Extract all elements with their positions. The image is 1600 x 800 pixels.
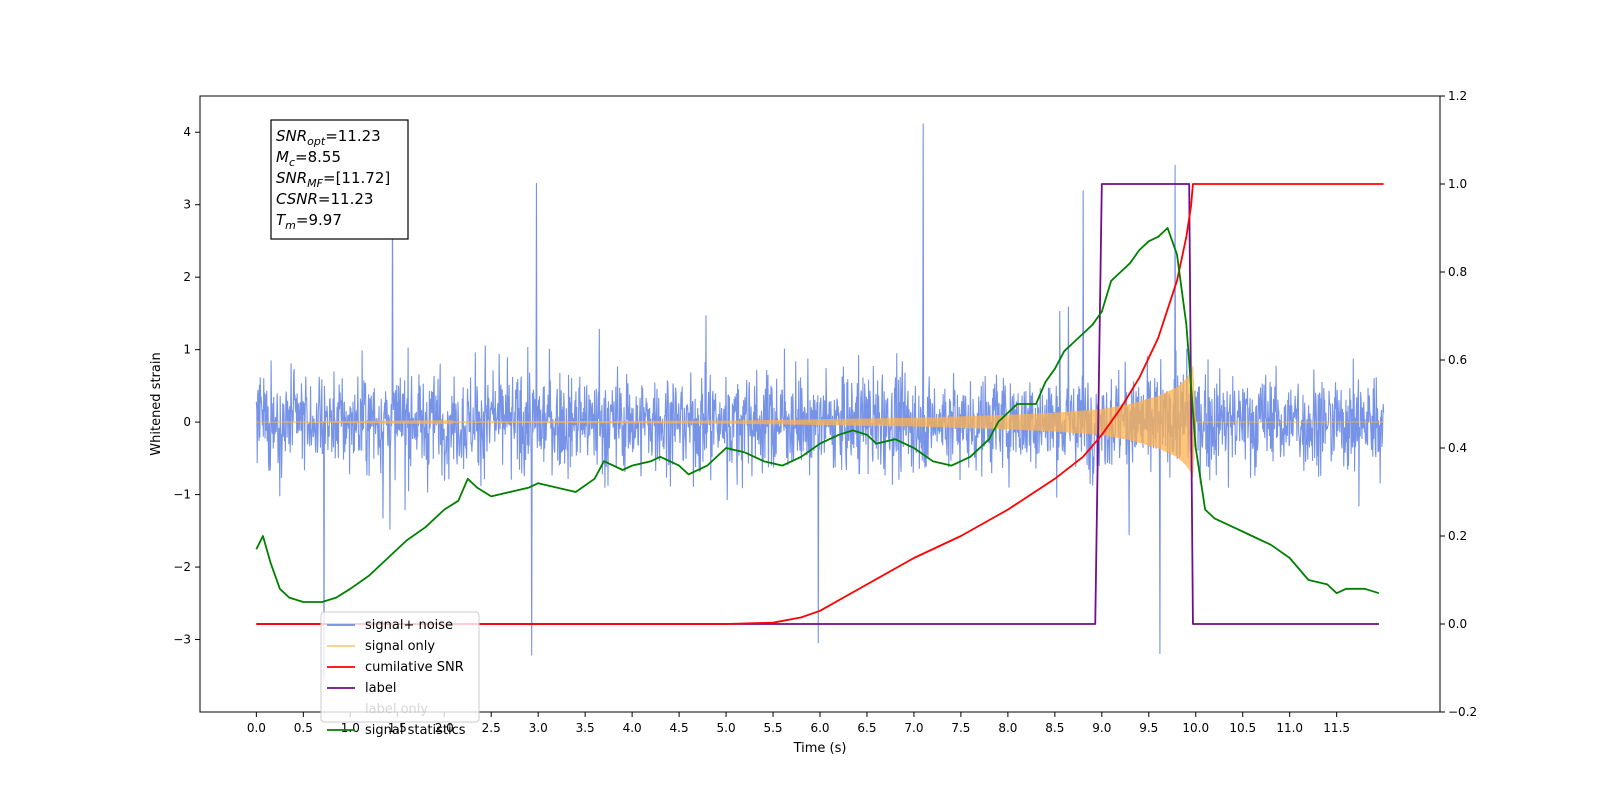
annotation-value: =9.97 (296, 211, 342, 229)
x-tick-label: 8.5 (1045, 721, 1064, 735)
x-tick-label: 5.5 (763, 721, 782, 735)
y-right-tick-label: −0.2 (1448, 705, 1477, 719)
legend-label: cumilative SNR (365, 660, 464, 675)
annotation-symbol: T (276, 211, 287, 229)
cumulative-snr-line (256, 183, 1384, 625)
legend-label: label (365, 681, 396, 696)
legend-label: label only (365, 702, 428, 717)
annotation-symbol: M (276, 148, 289, 166)
x-tick-label: 10.5 (1229, 721, 1256, 735)
x-tick-label: 11.5 (1323, 721, 1350, 735)
legend-frame (320, 611, 480, 723)
y-right-tick-label: 0.0 (1448, 617, 1467, 631)
annotation-line: SNRopt=11.23 (276, 127, 381, 148)
stats-annotation: SNRopt=11.23Mc=8.55SNRMF=[11.72]CSNR=11.… (270, 119, 409, 240)
y-axis-left: −3 −2 −1 0 1 2 3 4 (173, 125, 200, 647)
x-tick-label: 8.0 (998, 721, 1017, 735)
signal-statistics-line (255, 227, 1380, 603)
x-tick-label: 6.0 (810, 721, 829, 735)
x-tick-label: 10.0 (1182, 721, 1209, 735)
y-left-tick-label: −3 (173, 633, 191, 647)
y-right-tick-label: 0.4 (1448, 441, 1467, 455)
legend: signal+ noise signal only cumilative SNR la… (320, 611, 480, 738)
x-tick-label: 7.0 (904, 721, 923, 735)
x-tick-label: 4.5 (670, 721, 689, 735)
x-tick-label: 9.0 (1092, 721, 1111, 735)
x-tick-label: 11.0 (1276, 721, 1303, 735)
annotation-subscript: opt (307, 135, 326, 148)
signal-only-line (256, 365, 1384, 478)
y-left-tick-label: 0 (183, 415, 191, 429)
annotation-frame (270, 119, 409, 240)
x-tick-label: 3.5 (576, 721, 595, 735)
y-axis-label: Whitened strain (149, 352, 164, 455)
x-tick-label: 5.0 (717, 721, 736, 735)
annotation-value: =[11.72] (323, 169, 390, 187)
x-tick-label: 3.0 (529, 721, 548, 735)
annotation-symbol: CSNR (276, 190, 318, 208)
annotation-value: =11.23 (318, 190, 374, 208)
legend-label: signal+ noise (365, 618, 453, 633)
x-tick-label: 1.0 (341, 721, 360, 735)
y-right-tick-label: 0.8 (1448, 265, 1467, 279)
y-axis-right: −0.2 0.0 0.2 0.4 0.6 0.8 1.0 1.2 (1440, 89, 1477, 719)
annotation-line: Mc=8.55 (276, 148, 341, 169)
y-left-tick-label: 4 (183, 125, 191, 139)
annotation-symbol: SNR (276, 169, 307, 187)
annotation-value: =11.23 (325, 127, 381, 145)
legend-label: signal only (365, 639, 435, 654)
annotation-value: =8.55 (295, 148, 341, 166)
annotation-subscript: m (285, 219, 296, 232)
x-axis: 0.0 0.5 1.0 1.5 2.0 2.5 3.0 3.5 4.0 4.5 5.0 5.5 6.0 6… (247, 712, 1350, 735)
y-right-tick-label: 0.2 (1448, 529, 1467, 543)
y-right-tick-label: 1.0 (1448, 177, 1467, 191)
annotation-subscript: MF (307, 177, 323, 190)
y-left-tick-label: 3 (183, 198, 191, 212)
x-tick-label: 9.5 (1139, 721, 1158, 735)
x-tick-label: 2.0 (435, 721, 454, 735)
x-tick-label: 6.5 (857, 721, 876, 735)
y-left-tick-label: −2 (173, 560, 191, 574)
label-line (256, 183, 1379, 625)
y-right-tick-label: 1.2 (1448, 89, 1467, 103)
x-axis-label: Time (s) (793, 741, 847, 756)
y-left-tick-label: −1 (173, 488, 191, 502)
x-tick-label: 0.5 (294, 721, 313, 735)
annotation-subscript: c (289, 156, 295, 169)
signal-noise-line (255, 123, 1385, 680)
legend-label: signal statistics (365, 723, 466, 738)
annotation-line: CSNR=11.23 (276, 190, 373, 208)
x-tick-label: 7.5 (951, 721, 970, 735)
x-tick-label: 2.5 (482, 721, 501, 735)
series-layer (255, 123, 1385, 680)
x-tick-label: 4.0 (623, 721, 642, 735)
x-tick-label: 1.5 (388, 721, 407, 735)
annotation-line: Tm=9.97 (276, 211, 342, 232)
annotation-symbol: SNR (276, 127, 307, 145)
y-right-tick-label: 0.6 (1448, 353, 1467, 367)
y-left-tick-label: 2 (183, 270, 191, 284)
x-tick-label: 0.0 (247, 721, 266, 735)
y-left-tick-label: 1 (183, 343, 191, 357)
annotation-line: SNRMF=[11.72] (276, 169, 390, 190)
